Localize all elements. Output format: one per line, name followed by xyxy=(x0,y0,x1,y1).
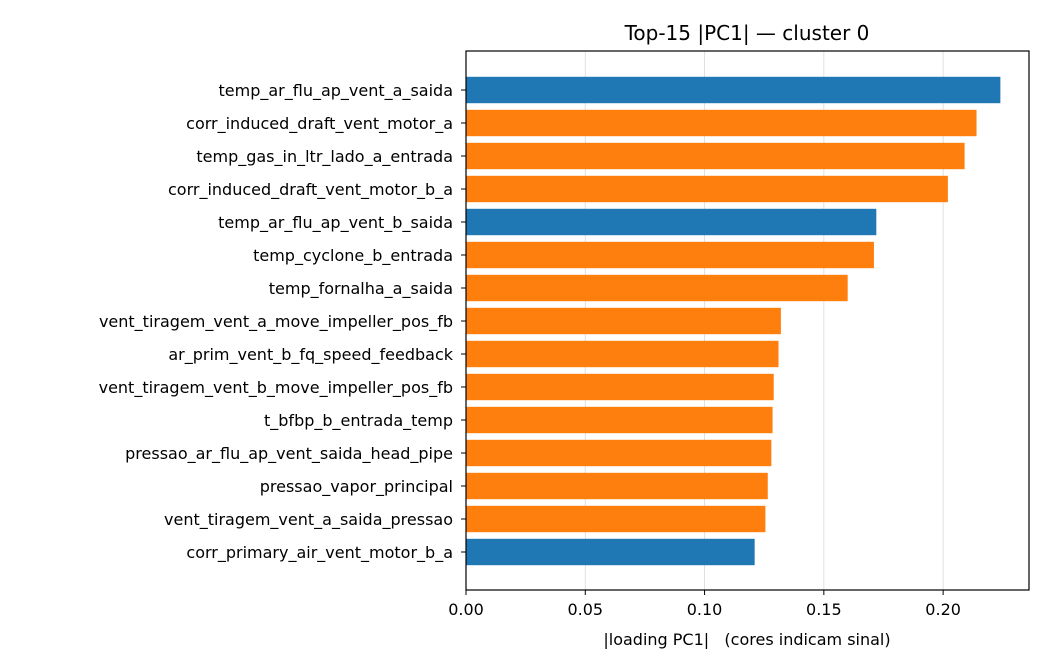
bar xyxy=(466,373,774,401)
y-tick-label: vent_tiragem_vent_b_move_impeller_pos_fb xyxy=(99,378,453,398)
y-tick-label: pressao_vapor_principal xyxy=(260,477,453,497)
y-tick-label: temp_gas_in_ltr_lado_a_entrada xyxy=(196,147,453,167)
bar xyxy=(466,208,877,236)
bar xyxy=(466,340,779,368)
y-tick-label: ar_prim_vent_b_fq_speed_feedback xyxy=(168,345,453,365)
bar xyxy=(466,76,1001,104)
y-tick-label: corr_induced_draft_vent_motor_b_a xyxy=(168,180,453,200)
x-tick-label: 0.20 xyxy=(925,600,961,619)
chart-title: Top-15 |PC1| — cluster 0 xyxy=(624,21,870,45)
y-tick-label: pressao_ar_flu_ap_vent_saida_head_pipe xyxy=(125,444,453,464)
x-axis: 0.00 0.05 0.10 0.15 0.20 xyxy=(448,590,961,619)
bar xyxy=(466,175,948,203)
bar xyxy=(466,274,848,302)
y-tick-label: temp_ar_flu_ap_vent_b_saida xyxy=(218,213,453,233)
x-tick-label: 0.05 xyxy=(567,600,603,619)
bar xyxy=(466,439,772,467)
y-tick-label: corr_induced_draft_vent_motor_a xyxy=(186,114,453,134)
x-tick-label: 0.10 xyxy=(687,600,723,619)
bar xyxy=(466,472,768,500)
y-axis: temp_ar_flu_ap_vent_a_saida corr_induced_… xyxy=(99,81,466,563)
bar xyxy=(466,241,874,269)
bar xyxy=(466,406,773,434)
bar xyxy=(466,538,755,566)
y-tick-label: vent_tiragem_vent_a_saida_pressao xyxy=(164,510,453,530)
y-tick-label: vent_tiragem_vent_a_move_impeller_pos_fb xyxy=(99,312,453,332)
y-tick-label: temp_ar_flu_ap_vent_a_saida xyxy=(219,81,454,101)
bars-group xyxy=(466,76,1001,566)
x-axis-label: |loading PC1| (cores indicam sinal) xyxy=(603,630,890,649)
x-tick-label: 0.15 xyxy=(806,600,842,619)
y-tick-label: corr_primary_air_vent_motor_b_a xyxy=(186,543,453,563)
bar xyxy=(466,109,977,137)
y-tick-label: temp_fornalha_a_saida xyxy=(269,279,453,299)
y-tick-label: temp_cyclone_b_entrada xyxy=(253,246,453,266)
bar xyxy=(466,505,766,533)
bar xyxy=(466,142,965,170)
bar xyxy=(466,307,781,335)
x-tick-label: 0.00 xyxy=(448,600,484,619)
y-tick-label: t_bfbp_b_entrada_temp xyxy=(264,411,453,431)
